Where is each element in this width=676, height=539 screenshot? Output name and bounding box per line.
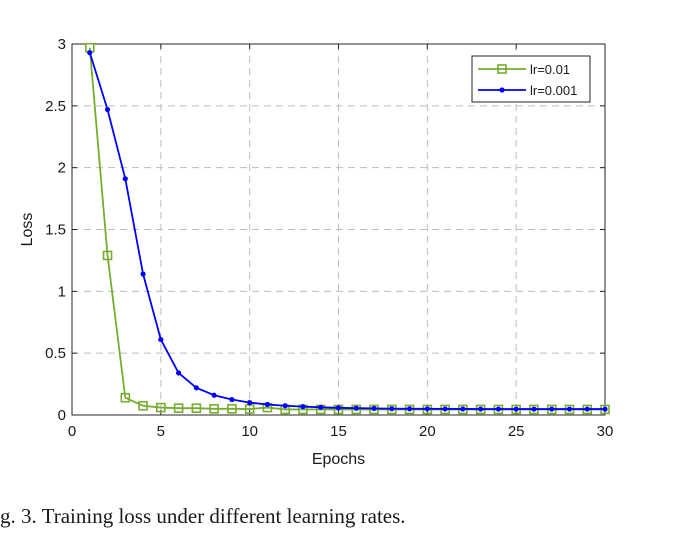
data-point	[211, 392, 217, 398]
data-point	[353, 405, 359, 411]
data-point	[602, 406, 608, 412]
data-point	[158, 336, 164, 343]
data-point	[227, 404, 237, 414]
data-point	[193, 385, 199, 391]
data-point	[209, 404, 219, 414]
data-point	[247, 400, 253, 406]
legend-swatch-marker	[497, 64, 507, 74]
data-point	[442, 406, 448, 412]
data-point	[104, 106, 111, 113]
data-point	[424, 406, 430, 412]
data-point	[566, 406, 573, 412]
y-tick-label: 0	[58, 407, 66, 424]
data-point	[300, 403, 306, 410]
data-point	[335, 405, 342, 411]
y-tick-label: 0.5	[45, 345, 66, 362]
legend-entry: lr=0.01	[478, 62, 570, 77]
data-point	[140, 271, 146, 277]
data-point	[460, 406, 466, 412]
x-tick-label: 25	[508, 423, 525, 440]
data-point	[102, 250, 113, 261]
data-point	[371, 405, 377, 412]
x-tick-label: 5	[157, 423, 165, 440]
x-tick-label: 10	[241, 423, 258, 440]
data-point	[584, 406, 590, 412]
data-point	[369, 404, 379, 415]
data-point	[173, 403, 184, 413]
legend-label: lr=0.01	[530, 62, 570, 77]
data-point	[478, 406, 484, 412]
data-point	[549, 406, 555, 412]
data-point	[406, 406, 413, 412]
legend-swatch-marker	[499, 87, 505, 93]
x-axis-label: Epochs	[312, 451, 365, 468]
data-point	[138, 400, 148, 411]
series-line	[88, 52, 605, 410]
legend-label: lr=0.001	[530, 83, 577, 98]
y-tick-label: 2	[58, 160, 66, 177]
data-point	[282, 403, 288, 409]
figure-caption: g. 3. Training loss under different lear…	[0, 504, 406, 528]
y-tick-label: 1.5	[45, 222, 66, 239]
y-tick-label: 3	[58, 36, 66, 53]
legend-entry: lr=0.001	[478, 83, 577, 98]
x-tick-label: 15	[330, 423, 347, 440]
loss-chart: 0 5 10 15 20 25 30 0 0.5 1 1.5 2 2.5 3 Epochs Loss lr…	[19, 36, 613, 468]
data-point	[351, 404, 362, 415]
axis-ticks: 0 5 10 15 20 25 30 0 0.5 1 1.5 2 2.5 3	[45, 36, 613, 440]
grid-lines	[72, 44, 605, 415]
series-layer	[84, 42, 610, 415]
data-point	[318, 404, 324, 410]
data-point	[176, 370, 182, 376]
y-axis-label: Loss	[19, 213, 36, 247]
data-point	[87, 50, 93, 56]
data-point	[229, 396, 235, 403]
data-point	[264, 401, 271, 408]
data-point	[191, 403, 202, 413]
series-lr-0-001	[87, 50, 608, 412]
x-tick-label: 0	[68, 423, 76, 440]
legend: lr=0.01 lr=0.001	[471, 55, 591, 103]
x-tick-label: 20	[419, 423, 436, 440]
data-point	[156, 402, 166, 413]
legend-box	[471, 55, 591, 103]
data-point	[122, 176, 128, 182]
x-tick-label: 30	[597, 423, 614, 440]
data-point	[513, 406, 519, 412]
y-tick-label: 2.5	[45, 98, 66, 115]
data-point	[120, 392, 131, 403]
data-point	[389, 406, 395, 412]
data-point	[495, 406, 501, 412]
y-tick-label: 1	[58, 283, 66, 300]
data-point	[531, 406, 537, 412]
